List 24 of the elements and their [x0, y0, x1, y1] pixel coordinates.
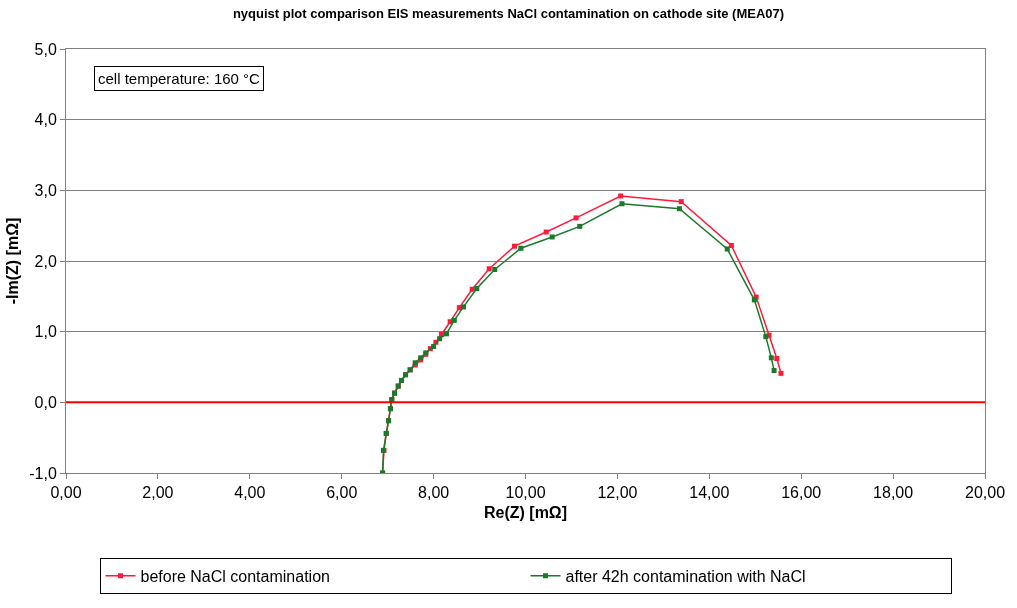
x-tick-label: 12,00	[597, 484, 638, 502]
x-tick-label: 4,00	[234, 484, 266, 502]
x-tick-label: 8,00	[418, 484, 450, 502]
x-tick-label: 0,00	[50, 484, 82, 502]
y-tick-label: 1,0	[34, 323, 57, 341]
x-tick-label: 10,00	[505, 484, 546, 502]
x-tick-label: 6,00	[326, 484, 358, 502]
x-tick-label: 20,00	[964, 484, 1006, 502]
y-tick-label: 3,0	[34, 181, 57, 199]
x-tick-label: 14,00	[689, 484, 730, 502]
y-tick-label: 4,0	[34, 111, 57, 129]
y-tick-label: 2,0	[34, 252, 57, 270]
y-tick-label: 5,0	[34, 40, 57, 58]
annotation: cell temperature: 160 °C	[98, 70, 261, 87]
x-axis-title: Re(Z) [mΩ]	[483, 503, 568, 521]
x-tick-label: 2,00	[142, 484, 174, 502]
legend-label: before NaCl contamination	[140, 567, 330, 585]
legend-label: after 42h contamination with NaCl	[565, 567, 806, 585]
x-tick-label: 16,00	[781, 484, 822, 502]
y-tick-label: 0,0	[34, 393, 57, 411]
y-axis-title: -Im(Z) [mΩ]	[4, 217, 22, 305]
y-tick-label: -1,0	[29, 464, 57, 482]
chart-title: nyquist plot comparison EIS measurements NaCl contamination on cathode site (MEA07)	[232, 6, 785, 22]
x-tick-label: 18,00	[873, 484, 914, 502]
